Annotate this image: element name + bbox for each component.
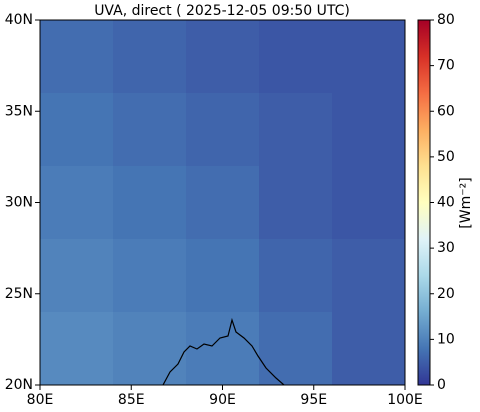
field-cell <box>186 93 260 167</box>
field-cell <box>113 93 187 167</box>
field-cell <box>259 166 333 240</box>
field-cell <box>113 239 187 313</box>
y-tick-label: 25N <box>5 286 33 302</box>
y-tick-label: 35N <box>5 103 33 119</box>
field-cell <box>113 312 187 385</box>
field-cell <box>332 20 405 94</box>
field-cell <box>186 239 260 313</box>
field-cell <box>113 166 187 240</box>
x-tick-label: 95E <box>300 392 327 408</box>
colorbar-tick-label: 70 <box>437 58 455 74</box>
field-cell <box>40 312 114 385</box>
y-tick-label: 40N <box>5 12 33 28</box>
chart-title: UVA, direct ( 2025-12-05 09:50 UTC) <box>94 3 350 19</box>
colorbar-tick-label: 40 <box>437 195 455 211</box>
field-cell <box>40 20 114 94</box>
field-cell <box>259 312 333 385</box>
colorbar-tick-label: 10 <box>437 331 455 347</box>
field-cell <box>332 312 405 385</box>
field-cell <box>332 93 405 167</box>
colorbar-tick-label: 80 <box>437 12 455 28</box>
field <box>40 20 405 385</box>
field-cell <box>40 166 114 240</box>
colorbar-tick-label: 20 <box>437 286 455 302</box>
x-tick-label: 100E <box>387 392 423 408</box>
colorbar-tick-label: 0 <box>437 377 446 393</box>
field-cell <box>332 239 405 313</box>
x-tick-label: 80E <box>27 392 54 408</box>
coastline <box>162 317 285 385</box>
field-cell <box>259 239 333 313</box>
field-cell <box>186 166 260 240</box>
field-cell <box>186 20 260 94</box>
colorbar-tick-label: 50 <box>437 149 455 165</box>
field-cell <box>332 166 405 240</box>
x-tick-label: 90E <box>209 392 236 408</box>
field-cell <box>259 93 333 167</box>
colorbar-label: [Wm⁻²] <box>458 177 474 228</box>
field-cell <box>259 20 333 94</box>
field-cell <box>40 239 114 313</box>
colorbar <box>417 19 431 386</box>
x-tick-label: 85E <box>118 392 145 408</box>
colorbar-tick-label: 60 <box>437 103 455 119</box>
field-cell <box>40 93 114 167</box>
colorbar-tick-label: 30 <box>437 240 455 256</box>
y-tick-label: 30N <box>5 195 33 211</box>
y-tick-label: 20N <box>5 377 33 393</box>
field-cell <box>113 20 187 94</box>
